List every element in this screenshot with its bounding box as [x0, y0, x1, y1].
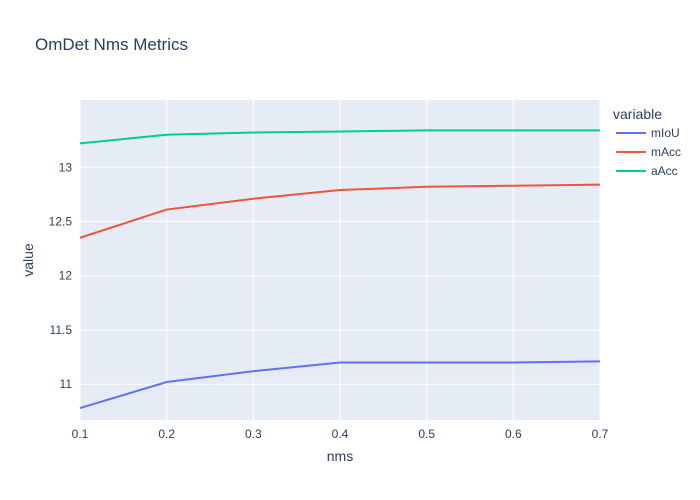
legend-title: variable: [613, 106, 662, 122]
series-lines: [79, 129, 601, 410]
legend-label: mAcc: [651, 145, 681, 159]
x-tick-label: 0.3: [245, 427, 262, 441]
x-tick-label: 0.4: [332, 427, 349, 441]
x-tick-label: 0.6: [505, 427, 522, 441]
y-tick-label: 11: [60, 377, 73, 391]
legend-item-aacc[interactable]: aAcc: [616, 164, 678, 178]
x-axis-title: nms: [327, 448, 353, 464]
y-tick-label: 11.5: [50, 323, 73, 337]
y-tick-label: 12.5: [49, 214, 73, 228]
chart-title: OmDet Nms Metrics: [35, 35, 188, 54]
x-tick-label: 0.5: [418, 427, 435, 441]
legend-label: aAcc: [651, 164, 678, 178]
grid: [79, 100, 601, 420]
x-tick-label: 0.2: [158, 427, 175, 441]
y-tick-label: 13: [59, 160, 73, 174]
legend-label: mIoU: [651, 126, 680, 140]
y-tick-label: 12: [59, 269, 73, 283]
x-axis-ticks: 0.1 0.2 0.3 0.4 0.5 0.6 0.7: [72, 427, 609, 441]
series-line-aacc: [79, 129, 600, 145]
series-line-miou: [79, 360, 601, 410]
x-tick-label: 0.1: [72, 427, 89, 441]
legend: variable mIoU mAcc aAcc: [613, 106, 681, 178]
x-tick-label: 0.7: [592, 427, 609, 441]
y-axis-title: value: [20, 243, 36, 277]
series-line-macc: [79, 183, 601, 239]
y-axis-ticks: 11 11.5 12 12.5 13: [49, 160, 73, 391]
legend-item-miou[interactable]: mIoU: [616, 126, 680, 140]
legend-item-macc[interactable]: mAcc: [616, 145, 681, 159]
